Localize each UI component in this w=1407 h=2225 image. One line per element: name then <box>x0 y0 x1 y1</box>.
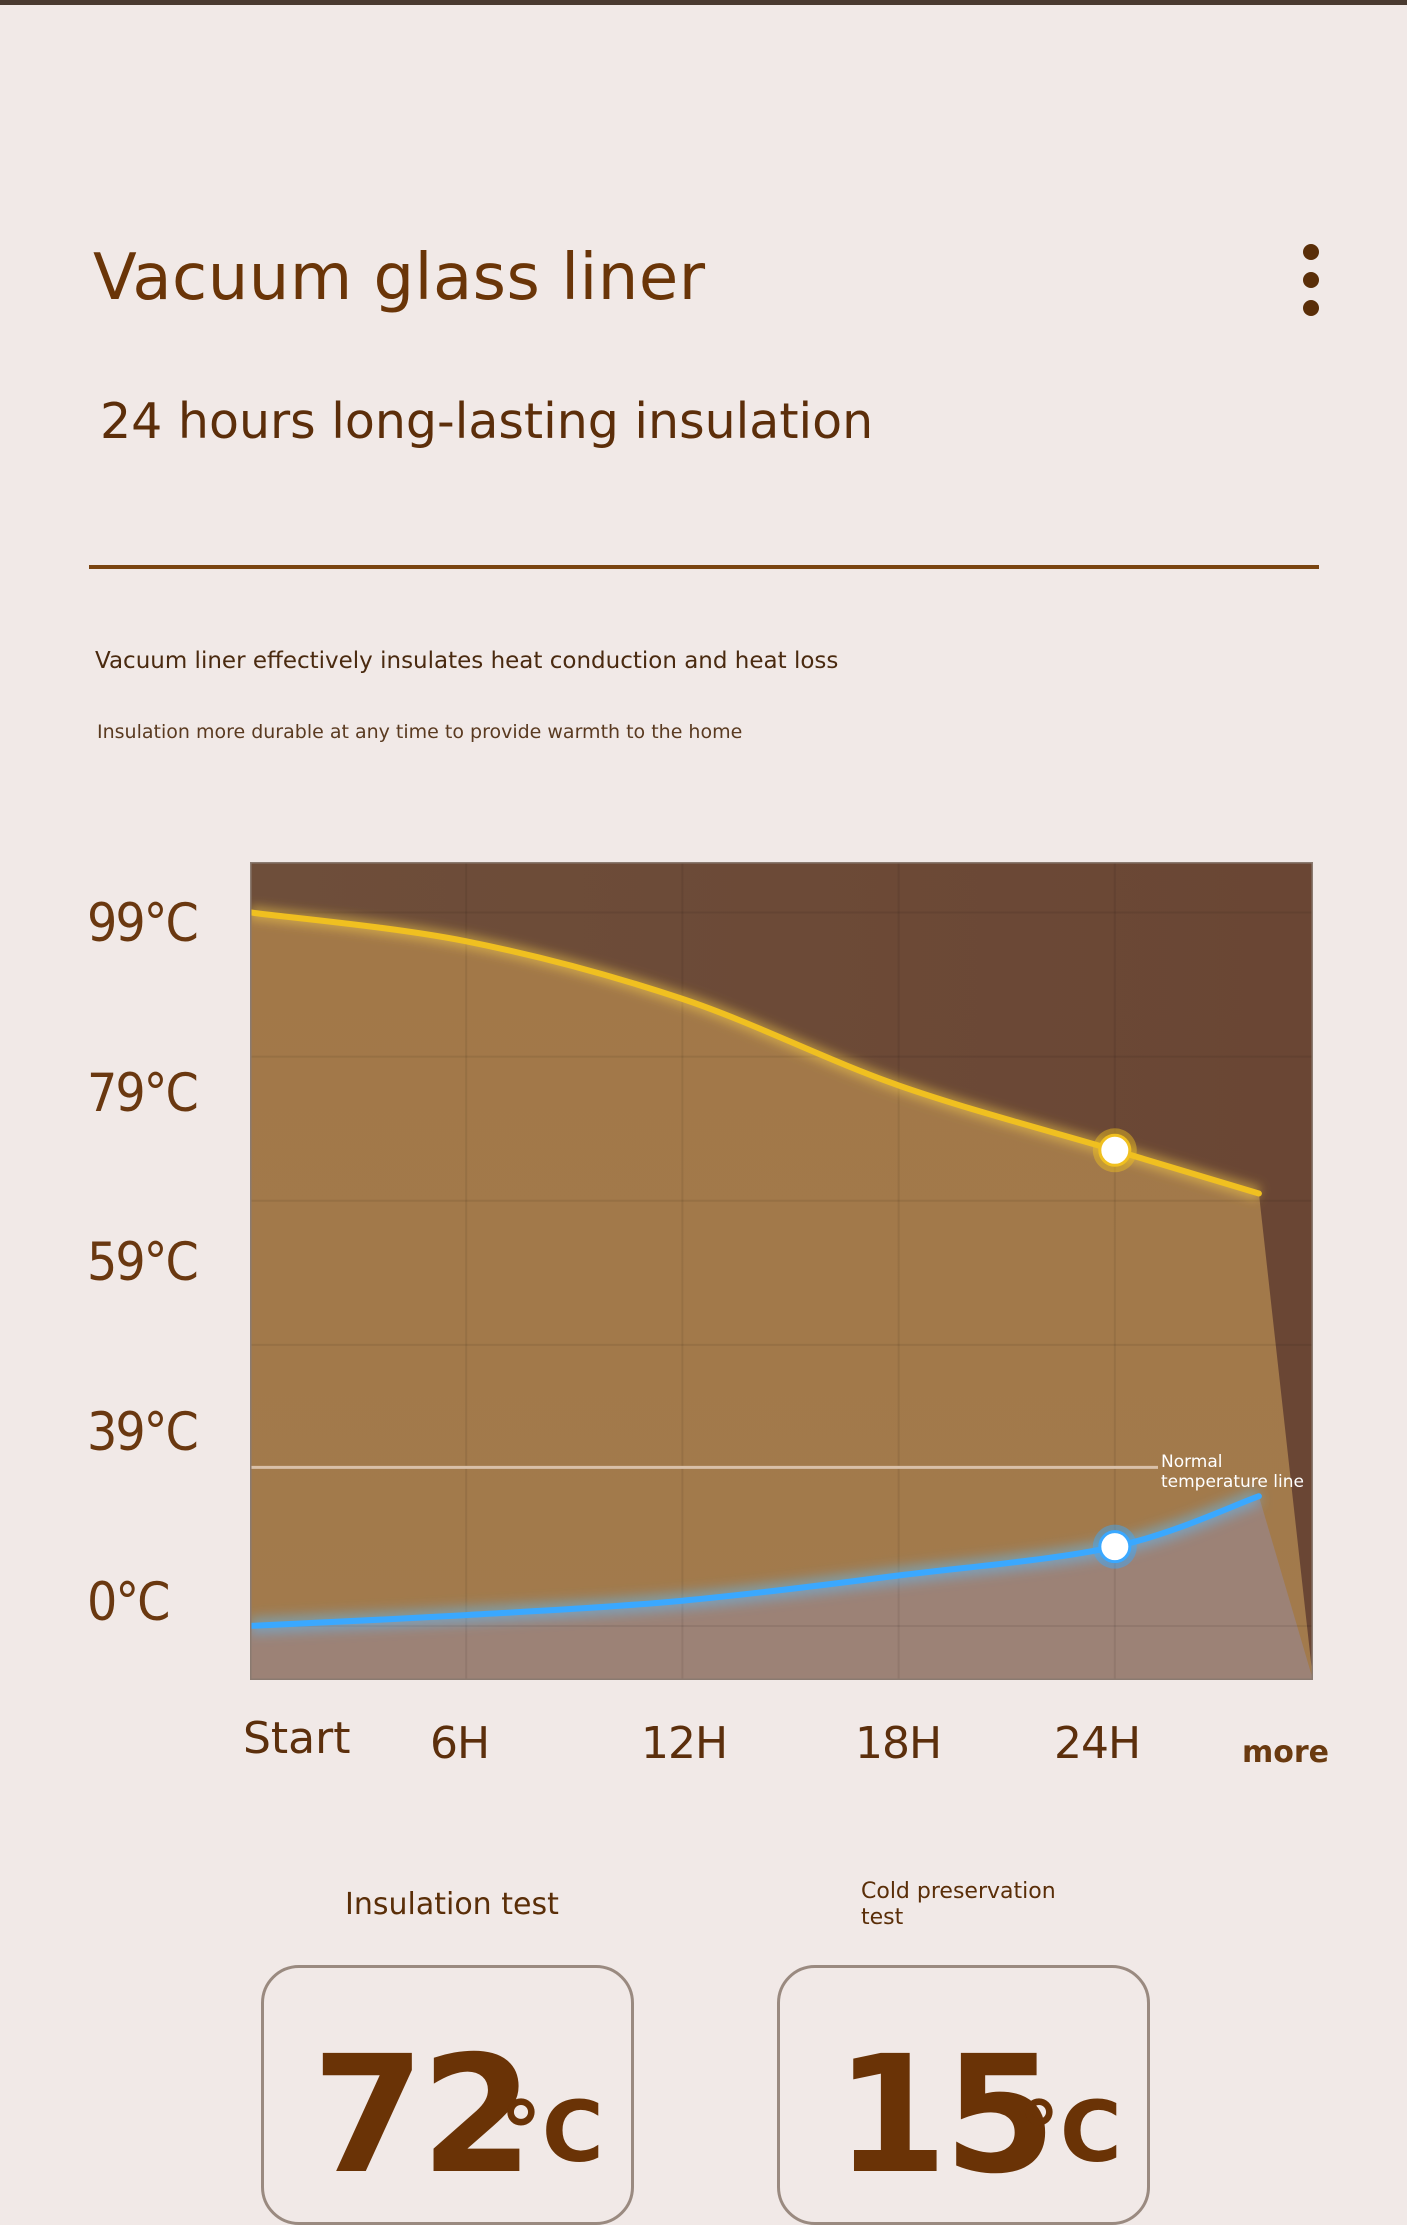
temperature-chart <box>250 862 1313 1680</box>
more-options-icon[interactable] <box>1296 240 1326 320</box>
description-line-2: Insulation more durable at any time to p… <box>97 721 743 743</box>
cold-area <box>250 1496 1313 1680</box>
normal-temperature-label-line1: Normal <box>1161 1452 1223 1472</box>
insulation-24h-marker <box>1098 1133 1132 1167</box>
x-tick-label: 6H <box>430 1718 490 1769</box>
x-tick-label: 18H <box>855 1718 942 1769</box>
divider <box>89 565 1319 569</box>
page-title: Vacuum glass liner <box>93 241 706 315</box>
insulation-test-value: 72 <box>312 2022 533 2210</box>
cold-test-label: Cold preservation test <box>861 1879 1056 1930</box>
x-tick-label: 24H <box>1054 1718 1141 1769</box>
cold-test-unit: °C <box>1018 2083 1122 2181</box>
description-line-1: Vacuum liner effectively insulates heat … <box>95 648 839 674</box>
top-border <box>0 0 1407 5</box>
hot-area <box>250 912 1313 1680</box>
cold-test-value: 15 <box>835 2022 1056 2210</box>
y-tick-label: 0°C <box>87 1572 170 1633</box>
cold-24h-marker <box>1098 1530 1132 1564</box>
y-tick-label: 39°C <box>87 1402 199 1463</box>
x-tick-label-more[interactable]: more <box>1242 1735 1330 1770</box>
insulation-test-unit: °C <box>500 2083 604 2181</box>
page-subtitle: 24 hours long-lasting insulation <box>100 393 874 450</box>
normal-temperature-label-line2: temperature line <box>1161 1472 1304 1492</box>
x-tick-label: Start <box>243 1713 351 1764</box>
x-tick-label: 12H <box>641 1718 728 1769</box>
y-tick-label: 59°C <box>87 1232 199 1293</box>
normal-temperature-label: Normal temperature line <box>1161 1452 1304 1492</box>
grid <box>250 862 1313 1680</box>
y-tick-label: 79°C <box>87 1063 199 1124</box>
insulation-test-label: Insulation test <box>345 1887 559 1922</box>
y-tick-label: 99°C <box>87 893 199 954</box>
